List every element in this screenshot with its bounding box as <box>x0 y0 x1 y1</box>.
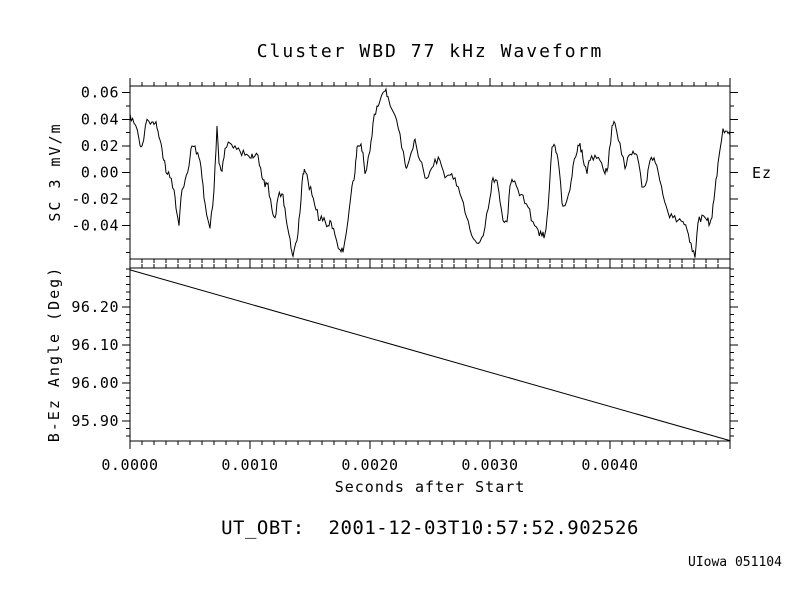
x-axis-label: Seconds after Start <box>334 478 526 496</box>
x-tick-label: 0.0020 <box>341 456 398 474</box>
axis-ticks <box>122 260 738 449</box>
y-tick-label: 96.20 <box>71 298 119 316</box>
y-tick-label: 95.90 <box>71 412 119 430</box>
x-tick-label: 0.0010 <box>221 456 278 474</box>
y-axis-label-waveform: SC 3 mV/m <box>46 122 64 222</box>
angle-trace <box>129 269 731 442</box>
x-tick-label: 0.0030 <box>461 456 518 474</box>
y-tick-label: -0.04 <box>71 217 119 235</box>
waveform-trace <box>129 87 731 259</box>
y-tick-label: 96.10 <box>71 336 119 354</box>
x-tick-label: 0.0040 <box>581 456 638 474</box>
right-axis-label-ez: Ez <box>752 164 773 182</box>
ut-obt-timestamp: UT_OBT: 2001-12-03T10:57:52.902526 <box>221 517 639 539</box>
y-tick-label: 0.06 <box>81 84 119 102</box>
y-tick-label: 96.00 <box>71 374 119 392</box>
y-tick-label: 0.02 <box>81 137 119 155</box>
credit-label: UIowa 051104 <box>688 555 782 570</box>
y-tick-label: -0.02 <box>71 190 119 208</box>
y-tick-label: 0.04 <box>81 110 119 128</box>
page-title: Cluster WBD 77 kHz Waveform <box>256 41 604 62</box>
x-tick-label: 0.0000 <box>101 456 158 474</box>
y-tick-label: 0.00 <box>81 164 119 182</box>
y-axis-label-angle: B-Ez Angle (Deg) <box>45 265 63 443</box>
